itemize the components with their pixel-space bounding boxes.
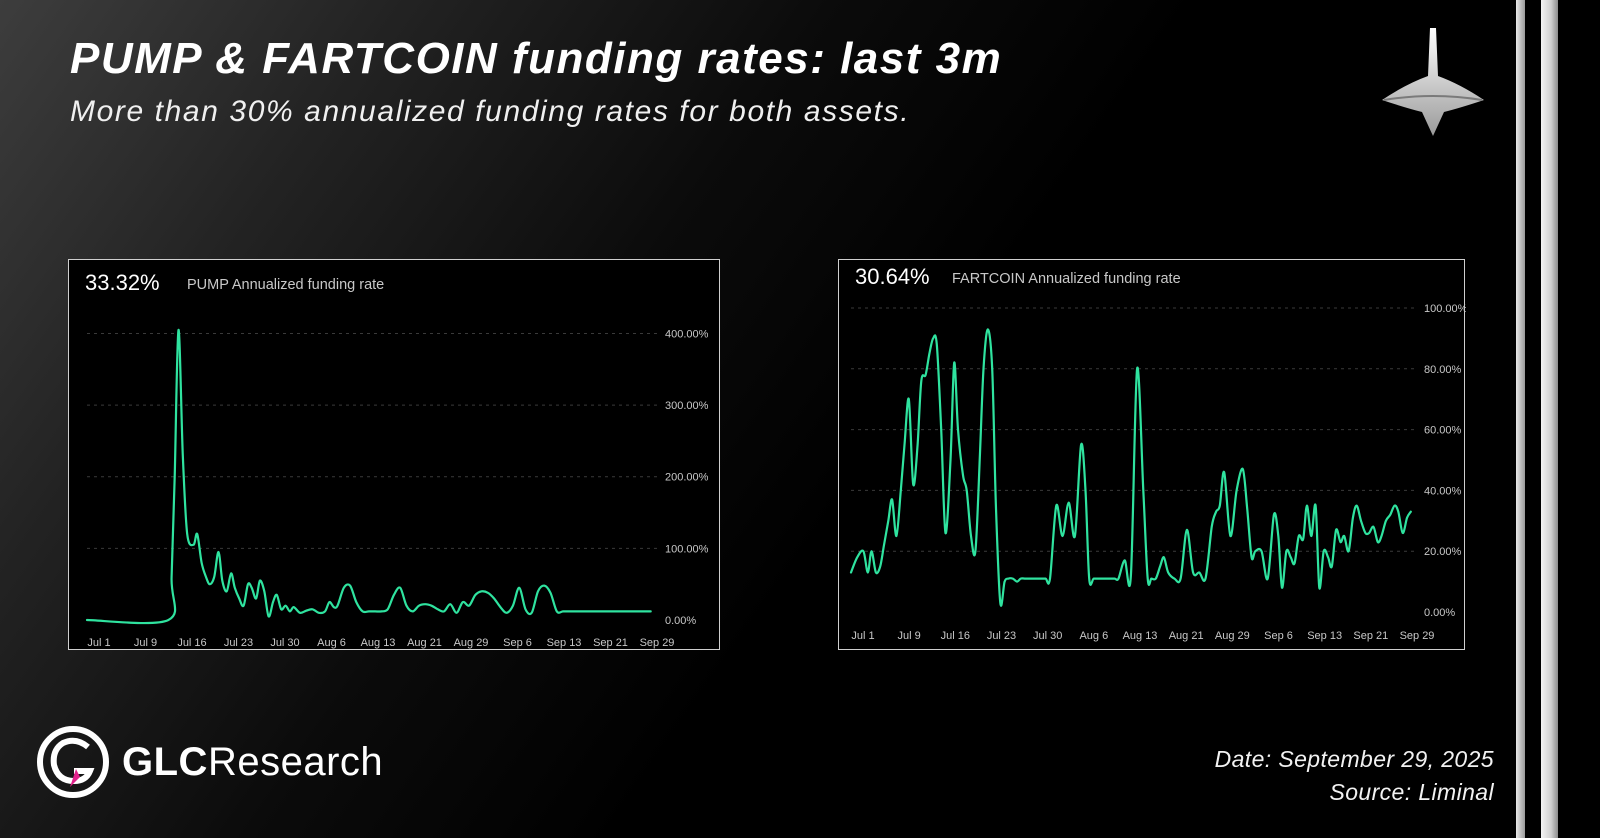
right-edge-gap xyxy=(1525,0,1541,838)
x-tick-label: Sep 29 xyxy=(1400,630,1435,642)
brand-name: GLCResearch xyxy=(122,740,383,785)
x-tick-label: Jul 9 xyxy=(134,637,157,649)
x-tick-label: Jul 16 xyxy=(177,637,206,649)
right-edge-bar xyxy=(1516,0,1525,838)
y-tick-label: 400.00% xyxy=(665,328,709,340)
y-tick-label: 100.00% xyxy=(665,543,709,555)
y-tick-label: 200.00% xyxy=(665,472,709,484)
page-title: PUMP & FARTCOIN funding rates: last 3m xyxy=(70,34,1003,83)
x-tick-label: Aug 6 xyxy=(1079,630,1108,642)
fartcoin-chart-svg: 30.64% FARTCOIN Annualized funding rate 0.… xyxy=(849,264,1466,642)
y-tick-label: 0.00% xyxy=(665,615,696,627)
pump-chart-svg: 33.32% PUMP Annualized funding rate 0.00% 1… xyxy=(85,270,709,649)
x-tick-label: Aug 13 xyxy=(361,637,396,649)
headline-value: 30.64% xyxy=(855,264,930,289)
x-tick-label: Jul 23 xyxy=(987,630,1016,642)
right-edge-bar-2 xyxy=(1541,0,1558,838)
x-tick-label: Sep 21 xyxy=(1353,630,1388,642)
series-line xyxy=(849,328,1412,607)
spinning-top-logo-icon xyxy=(1380,26,1486,138)
fartcoin-funding-chart: 30.64% FARTCOIN Annualized funding rate 0.… xyxy=(838,259,1466,650)
x-tick-label: Aug 29 xyxy=(1215,630,1250,642)
y-tick-label: 300.00% xyxy=(665,400,709,412)
x-tick-label: Sep 13 xyxy=(547,637,582,649)
x-tick-label: Jul 16 xyxy=(941,630,970,642)
footer-date: Date: September 29, 2025 xyxy=(1214,746,1494,772)
x-tick-label: Jul 30 xyxy=(270,637,299,649)
chart-title: PUMP Annualized funding rate xyxy=(187,277,384,293)
y-tick-label: 80.00% xyxy=(1424,364,1462,376)
x-tick-label: Aug 13 xyxy=(1123,630,1158,642)
x-tick-label: Jul 23 xyxy=(224,637,253,649)
y-tick-label: 40.00% xyxy=(1424,485,1462,497)
y-tick-label: 100.00% xyxy=(1424,303,1466,315)
series-line xyxy=(85,328,652,625)
right-edge-gap-2 xyxy=(1558,0,1600,838)
headline-value: 33.32% xyxy=(85,270,160,295)
x-tick-label: Aug 21 xyxy=(1169,630,1204,642)
y-tick-label: 0.00% xyxy=(1424,607,1455,619)
x-tick-label: Sep 6 xyxy=(503,637,532,649)
x-tick-label: Aug 6 xyxy=(317,637,346,649)
chart-title: FARTCOIN Annualized funding rate xyxy=(952,271,1181,287)
pump-funding-chart: 33.32% PUMP Annualized funding rate 0.00% 1… xyxy=(68,259,720,650)
x-tick-label: Sep 13 xyxy=(1307,630,1342,642)
x-tick-label: Aug 21 xyxy=(407,637,442,649)
brand-name-bold: GLC xyxy=(122,739,208,784)
x-tick-label: Sep 21 xyxy=(593,637,628,649)
x-tick-label: Sep 29 xyxy=(640,637,675,649)
x-tick-label: Aug 29 xyxy=(454,637,489,649)
x-tick-label: Jul 1 xyxy=(87,637,110,649)
glc-logo-icon xyxy=(37,726,109,798)
y-tick-label: 20.00% xyxy=(1424,546,1462,558)
x-tick-label: Sep 6 xyxy=(1264,630,1293,642)
x-tick-label: Jul 9 xyxy=(898,630,921,642)
brand-logo: GLCResearch xyxy=(36,722,383,802)
x-tick-label: Jul 30 xyxy=(1033,630,1062,642)
brand-name-light: Research xyxy=(207,739,384,784)
footer-source: Source: Liminal xyxy=(1329,779,1494,805)
x-tick-label: Jul 1 xyxy=(851,630,874,642)
y-tick-label: 60.00% xyxy=(1424,425,1462,437)
page-subtitle: More than 30% annualized funding rates f… xyxy=(70,95,911,128)
